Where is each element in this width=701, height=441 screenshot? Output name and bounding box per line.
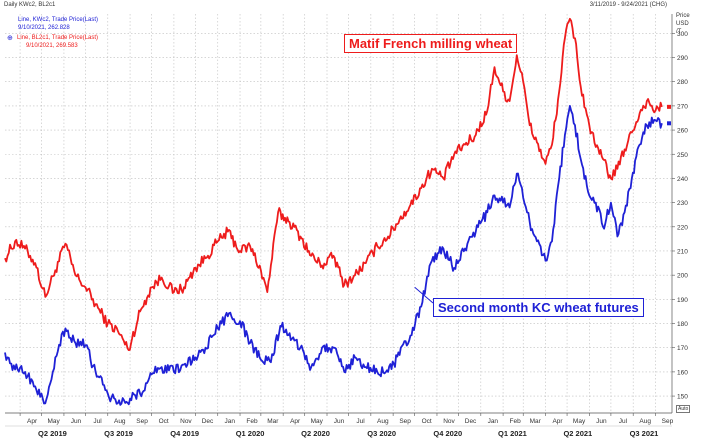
- month-tick-label: Apr: [552, 418, 563, 425]
- legend-kc-name: Line, KWc2, Trade Price(Last): [18, 17, 99, 23]
- quarter-tick-label: Q4 2019: [170, 429, 199, 438]
- quarter-tick-label: Q3 2021: [630, 429, 659, 438]
- date-range: 3/11/2019 - 9/24/2021 (CHG): [589, 2, 667, 8]
- month-tick-label: Feb: [509, 418, 521, 425]
- quarter-tick-label: Q3 2020: [367, 429, 396, 438]
- quarter-tick-label: Q2 2021: [563, 429, 592, 438]
- month-tick-label: Nov: [180, 418, 192, 425]
- kc-series-line: [4, 105, 663, 406]
- quarter-tick-label: Q2 2020: [301, 429, 330, 438]
- month-tick-label: Dec: [202, 418, 214, 425]
- month-tick-label: Apr: [27, 418, 38, 425]
- y-tick-label: 250: [677, 152, 688, 159]
- y-tick-label: 150: [677, 394, 688, 401]
- month-tick-label: Oct: [159, 418, 169, 425]
- y-tick-label: 200: [677, 273, 688, 280]
- y-tick-label: 180: [677, 321, 688, 328]
- legend-matif-name: Line, BL2c1, Trade Price(Last): [17, 35, 99, 41]
- legend-kc-value: 9/10/2021, 262.828: [18, 25, 70, 31]
- y-tick-label: 260: [677, 128, 688, 135]
- quarter-tick-label: Q1 2021: [498, 429, 527, 438]
- month-tick-label: Oct: [422, 418, 432, 425]
- quarter-tick-label: Q2 2019: [38, 429, 67, 438]
- month-tick-label: Jul: [93, 418, 102, 425]
- kc-callout-connector: [414, 286, 434, 304]
- y-tick-label: 290: [677, 55, 688, 62]
- unit-label: /T: [676, 29, 682, 35]
- month-tick-label: Aug: [377, 418, 389, 425]
- y-tick-label: 210: [677, 248, 688, 255]
- month-tick-label: Jun: [71, 418, 82, 425]
- month-tick-label: Jan: [488, 418, 499, 425]
- month-tick-label: Mar: [530, 418, 542, 425]
- month-tick-label: May: [48, 418, 61, 425]
- y-tick-label: 160: [677, 369, 688, 376]
- month-tick-label: Jan: [225, 418, 236, 425]
- quarter-tick-label: Q4 2020: [433, 429, 462, 438]
- y-axis: 150 160 170 180 190 200 210 220 230 240 250 260 270 2…: [671, 14, 688, 413]
- series-lines: [4, 17, 671, 406]
- matif-series-line: [4, 17, 663, 351]
- y-tick-label: 220: [677, 224, 688, 231]
- y-tick-label: 300: [677, 31, 688, 38]
- month-tick-label: Mar: [267, 418, 279, 425]
- month-tick-label: Aug: [639, 418, 651, 425]
- month-tick-label: Sep: [662, 418, 674, 425]
- quarter-tick-label: Q1 2020: [236, 429, 265, 438]
- legend-matif-value: 9/10/2021, 269.583: [26, 43, 78, 49]
- month-tick-label: Jul: [356, 418, 365, 425]
- auto-scale-button[interactable]: Auto: [676, 405, 691, 413]
- month-tick-label: Sep: [136, 418, 148, 425]
- month-tick-label: Aug: [114, 418, 126, 425]
- y-tick-label: 240: [677, 176, 688, 183]
- month-tick-label: May: [311, 418, 324, 425]
- currency-label: USD: [676, 21, 689, 27]
- month-tick-label: Dec: [465, 418, 477, 425]
- x-axis: Apr May Jun Jul Aug Sep Oct Nov Dec Jan Feb Mar Apr M…: [5, 412, 674, 438]
- month-tick-label: Feb: [246, 418, 258, 425]
- quarter-tick-label: Q3 2019: [104, 429, 133, 438]
- month-tick-label: Jun: [596, 418, 607, 425]
- chart-title: Daily KWc2, BL2c1: [4, 2, 56, 8]
- month-tick-label: Nov: [443, 418, 455, 425]
- legend-marker-icon: ⊕: [7, 35, 13, 42]
- month-tick-label: May: [573, 418, 586, 425]
- y-tick-label: 190: [677, 297, 688, 304]
- price-label: Price: [676, 13, 690, 19]
- y-tick-label: 230: [677, 200, 688, 207]
- matif-callout: Matif French milling wheat: [344, 34, 518, 53]
- y-tick-label: 270: [677, 103, 688, 110]
- month-tick-label: Jul: [619, 418, 628, 425]
- grid-lines: [5, 14, 672, 413]
- matif-last-value-marker: [667, 104, 671, 109]
- month-tick-label: Apr: [290, 418, 301, 425]
- kc-callout: Second month KC wheat futures: [433, 298, 644, 317]
- month-tick-label: Jun: [334, 418, 345, 425]
- month-tick-label: Sep: [399, 418, 411, 425]
- kc-last-value-marker: [667, 121, 671, 126]
- y-tick-label: 170: [677, 345, 688, 352]
- y-tick-label: 280: [677, 79, 688, 86]
